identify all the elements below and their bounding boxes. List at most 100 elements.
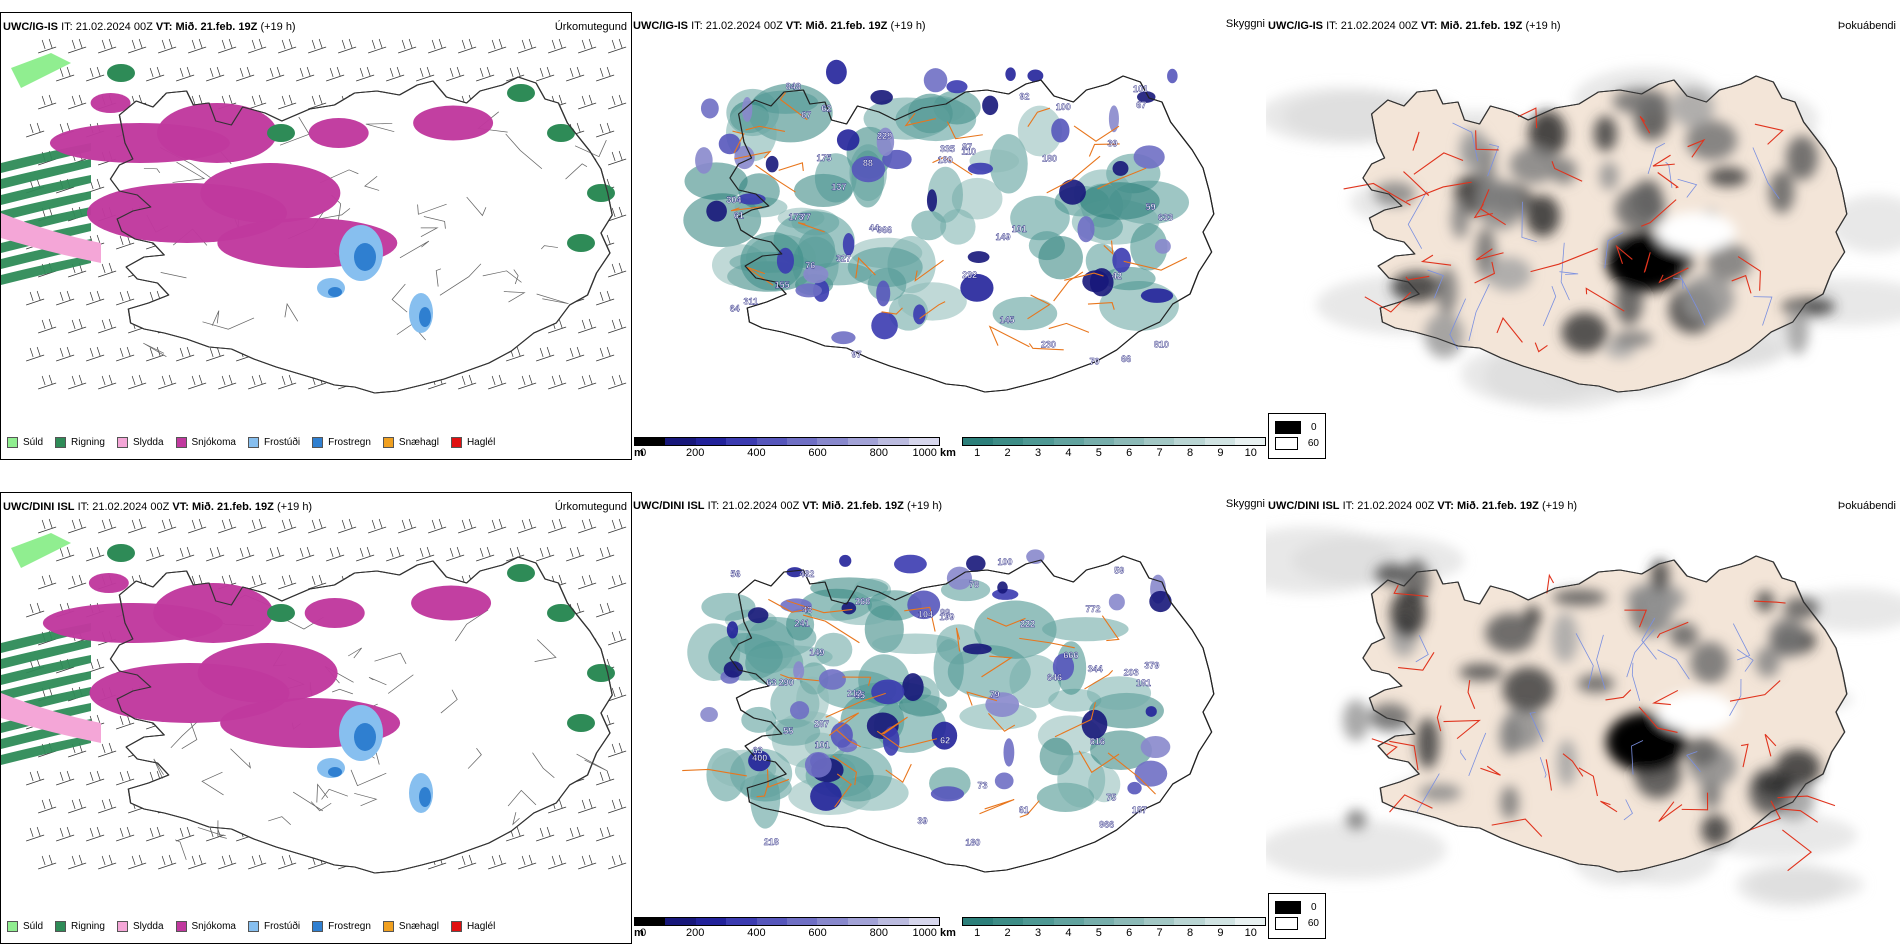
legend-swatch bbox=[312, 921, 324, 932]
wind-barb bbox=[386, 66, 405, 82]
wind-barb bbox=[536, 66, 555, 82]
drizzle-area bbox=[11, 53, 71, 88]
rain-area bbox=[547, 124, 575, 142]
fog-legend-row: 60 bbox=[1275, 917, 1319, 930]
wind-barb bbox=[398, 38, 417, 54]
low-visibility-area bbox=[992, 296, 1058, 331]
colorbar-ticks: 0 200 400 600 800 1000 bbox=[634, 447, 940, 461]
fog-index-area bbox=[1769, 617, 1806, 658]
fog-index-area bbox=[1682, 274, 1735, 323]
road-line bbox=[350, 769, 387, 787]
colorbar-segment bbox=[1144, 438, 1175, 445]
colorbar-tick-label: 8 bbox=[1186, 447, 1194, 459]
rain-area bbox=[1, 671, 91, 701]
road-line bbox=[1027, 294, 1051, 320]
it-label: IT: bbox=[1326, 20, 1338, 32]
wind-barb bbox=[458, 38, 477, 54]
road-line bbox=[1436, 705, 1442, 732]
wind-barb bbox=[86, 770, 105, 786]
wind-barb bbox=[458, 518, 477, 534]
road-line bbox=[1101, 615, 1120, 642]
road-line bbox=[536, 293, 569, 305]
road-line bbox=[988, 325, 1030, 348]
cloud-base-area bbox=[926, 189, 938, 212]
cloud-base-value: 241 bbox=[795, 618, 810, 628]
cloud-base-unit: m bbox=[634, 927, 644, 939]
colorbar-segment bbox=[878, 438, 909, 445]
wind-barb bbox=[608, 150, 627, 166]
panel-header: UWC/IG-IS IT: 21.02.2024 00Z VT: Mið. 21… bbox=[1268, 20, 1561, 33]
cloud-base-areas bbox=[695, 59, 1178, 345]
cloud-base-value: 77 bbox=[801, 212, 811, 222]
roads bbox=[682, 598, 1156, 818]
wind-barb bbox=[218, 518, 237, 534]
cloud-base-area bbox=[1112, 247, 1131, 273]
road-line bbox=[1600, 800, 1618, 813]
wind-barb bbox=[248, 374, 267, 390]
wind-barb bbox=[38, 518, 57, 534]
wind-barb bbox=[368, 518, 387, 534]
colorbar-ticks: 1 2 3 4 5 6 7 8 9 10 bbox=[962, 927, 1266, 941]
legend-item: Haglél bbox=[450, 437, 495, 448]
wind-barb bbox=[608, 518, 627, 534]
colorbar-segment bbox=[1174, 438, 1205, 445]
river-line bbox=[1657, 649, 1690, 680]
colorbar-strip bbox=[962, 437, 1266, 446]
fog-legend-label: 0 bbox=[1311, 902, 1317, 913]
cloud-base-area bbox=[876, 280, 891, 307]
cloud-base-area bbox=[931, 721, 958, 750]
wind-barb bbox=[536, 826, 555, 842]
cloud-base-value: 64 bbox=[730, 304, 740, 314]
fog-index-area bbox=[1599, 161, 1619, 191]
road-line bbox=[946, 121, 983, 140]
colorbar-segment bbox=[1204, 918, 1235, 925]
fog-index-area bbox=[1391, 271, 1443, 302]
road-line bbox=[786, 600, 853, 614]
visibility-title: Skyggni bbox=[1225, 498, 1265, 510]
legend-label: Súld bbox=[23, 437, 44, 448]
road-line bbox=[780, 673, 819, 682]
fog-index-area bbox=[1459, 663, 1503, 681]
wind-barb bbox=[476, 66, 495, 82]
road-line bbox=[1054, 702, 1096, 738]
road-line bbox=[1496, 317, 1523, 343]
wind-barb bbox=[308, 574, 327, 590]
legend-label: Rigning bbox=[71, 437, 105, 448]
wind-barb bbox=[236, 546, 255, 562]
cloud-base-area bbox=[960, 273, 994, 302]
fog-index-area bbox=[1509, 146, 1558, 184]
road-line bbox=[507, 789, 537, 807]
cloud-base-area bbox=[1108, 593, 1125, 611]
cloud-base-value: 43 bbox=[802, 605, 812, 615]
wind-barb bbox=[86, 346, 105, 362]
rivers bbox=[1407, 122, 1780, 350]
fog-legend-row: 60 bbox=[1275, 437, 1319, 450]
iceland-outline bbox=[109, 556, 613, 874]
low-visibility-area bbox=[814, 153, 857, 203]
lead-time: (+19 h) bbox=[1525, 20, 1561, 32]
colorbar-tick-label: 800 bbox=[869, 447, 888, 459]
colorbar-tick-label: 8 bbox=[1186, 927, 1194, 939]
road-line bbox=[881, 307, 903, 315]
colorbar-segment bbox=[1204, 438, 1235, 445]
haze-area bbox=[1266, 820, 1447, 879]
road-line bbox=[981, 655, 1013, 678]
colorbar-segment bbox=[756, 438, 788, 445]
wind-barb bbox=[56, 346, 75, 362]
fog-index-area bbox=[1373, 181, 1416, 207]
cloud-base-area bbox=[803, 265, 829, 284]
cloud-base-area bbox=[1003, 738, 1015, 767]
legend-item: Súld bbox=[7, 437, 43, 448]
precip-legend: Súld Rigning Slydda Snjókoma Frostúði Frostre… bbox=[7, 921, 507, 932]
road-line bbox=[1420, 254, 1452, 266]
colorbar-segment bbox=[1053, 918, 1084, 925]
rain-area bbox=[1, 655, 91, 685]
road-line bbox=[836, 729, 861, 748]
rain-area bbox=[1, 175, 91, 205]
freezing-rain-area bbox=[419, 307, 431, 327]
wind-barb bbox=[218, 374, 237, 390]
cloud-base-area bbox=[1137, 91, 1156, 103]
wind-barb bbox=[158, 38, 177, 54]
vt-label: VT: bbox=[802, 500, 819, 512]
wind-barb bbox=[518, 374, 537, 390]
